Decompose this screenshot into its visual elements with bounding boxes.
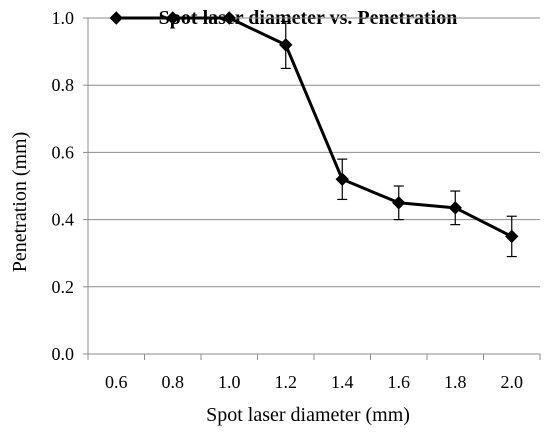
data-series: [109, 11, 519, 258]
x-axis-label: Spot laser diameter (mm): [206, 404, 410, 426]
x-tick-label: 1.8: [444, 372, 467, 392]
data-point: [335, 172, 349, 186]
x-tick-label: 1.4: [331, 372, 354, 392]
x-tick-label: 1.6: [388, 372, 411, 392]
y-axis-label: Penetration (mm): [9, 132, 31, 273]
y-tick-label: 0.8: [52, 75, 75, 95]
data-point: [505, 229, 519, 244]
x-tick-label: 1.2: [275, 372, 298, 392]
gridlines: [88, 17, 540, 288]
y-tick-label: 0.6: [52, 142, 75, 162]
x-tick-labels: 0.6 0.8 1.0 1.2 1.4 1.6 1.8 2.0: [105, 372, 523, 392]
x-tick-label: 0.8: [162, 372, 185, 392]
data-point: [279, 38, 293, 52]
y-tick-label: 0.0: [52, 344, 75, 364]
y-tick-label: 1.0: [52, 8, 75, 28]
data-point: [392, 196, 406, 210]
data-point: [448, 201, 462, 215]
y-tick-label: 0.2: [52, 277, 75, 297]
x-tick-label: 0.6: [105, 372, 128, 392]
data-point: [222, 11, 236, 25]
axes: [83, 17, 541, 360]
x-tick-label: 2.0: [501, 372, 524, 392]
x-tick-label: 1.0: [218, 372, 241, 392]
series-line: [116, 16, 513, 238]
data-point: [166, 11, 180, 25]
y-tick-labels: 0.0 0.2 0.4 0.6 0.8 1.0: [52, 8, 75, 364]
data-point: [109, 11, 123, 25]
y-tick-label: 0.4: [52, 210, 75, 230]
